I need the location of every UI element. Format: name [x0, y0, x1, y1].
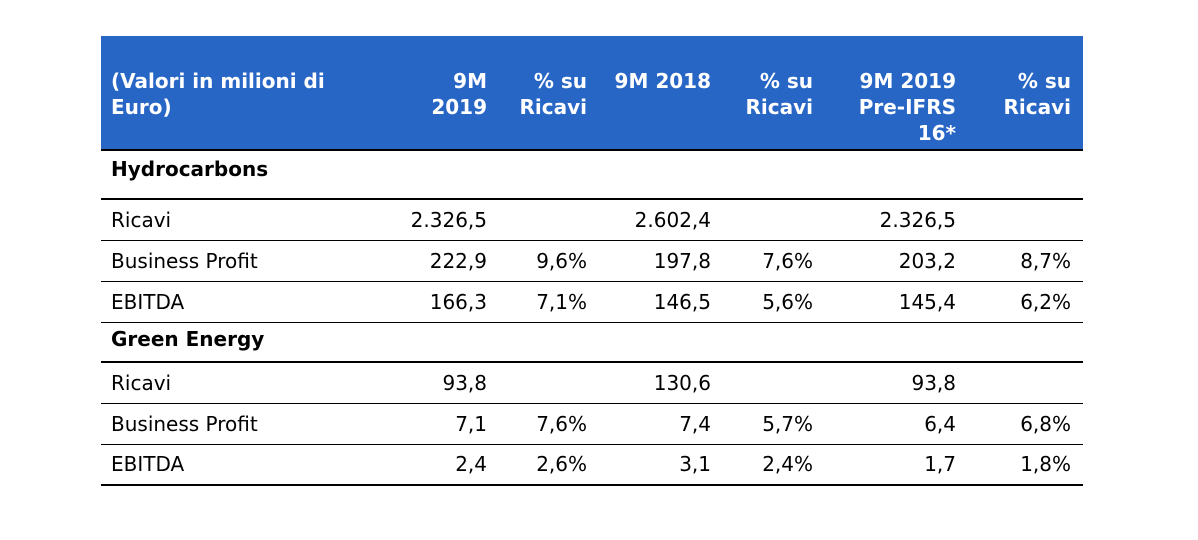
cell: 166,3 [391, 281, 499, 323]
row-label: EBITDA [101, 281, 391, 323]
cell: 93,8 [825, 362, 968, 404]
cell: 222,9 [391, 240, 499, 282]
table-header-row: (Valori in milioni di Euro) 9M 2019 % su… [101, 36, 1083, 151]
section-title: Hydrocarbons [101, 150, 1083, 200]
cell: 3,1 [599, 444, 723, 486]
row-label: Ricavi [101, 362, 391, 404]
table-row: Ricavi 2.326,5 2.602,4 2.326,5 [101, 199, 1083, 241]
cell: 93,8 [391, 362, 499, 404]
cell: 1,7 [825, 444, 968, 486]
cell [499, 199, 599, 241]
cell: 5,7% [723, 403, 825, 445]
table-row: Ricavi 93,8 130,6 93,8 [101, 362, 1083, 404]
header-9m-2019-pre-ifrs: 9M 2019 Pre-IFRS 16* [825, 36, 968, 151]
cell: 7,1% [499, 281, 599, 323]
table-row: Business Profit 7,1 7,6% 7,4 5,7% 6,4 6,… [101, 403, 1083, 445]
cell [723, 362, 825, 404]
cell: 9,6% [499, 240, 599, 282]
cell: 7,4 [599, 403, 723, 445]
section-row-green-energy: Green Energy [101, 322, 1083, 363]
financial-table: (Valori in milioni di Euro) 9M 2019 % su… [101, 36, 1083, 486]
header-9m-2018: 9M 2018 [599, 36, 723, 151]
row-label: EBITDA [101, 444, 391, 486]
cell: 1,8% [968, 444, 1083, 486]
table-row: EBITDA 166,3 7,1% 146,5 5,6% 145,4 6,2% [101, 281, 1083, 323]
cell: 197,8 [599, 240, 723, 282]
cell: 146,5 [599, 281, 723, 323]
cell: 2.326,5 [391, 199, 499, 241]
cell: 6,2% [968, 281, 1083, 323]
cell: 203,2 [825, 240, 968, 282]
header-pct-pre-ifrs: % su Ricavi [968, 36, 1083, 151]
header-9m-2019: 9M 2019 [391, 36, 499, 151]
table-row: Business Profit 222,9 9,6% 197,8 7,6% 20… [101, 240, 1083, 282]
cell: 2.602,4 [599, 199, 723, 241]
row-label: Ricavi [101, 199, 391, 241]
header-pct-2018: % su Ricavi [723, 36, 825, 151]
cell: 2,6% [499, 444, 599, 486]
cell: 2,4 [391, 444, 499, 486]
cell: 8,7% [968, 240, 1083, 282]
cell: 7,6% [499, 403, 599, 445]
cell: 7,6% [723, 240, 825, 282]
cell: 6,4 [825, 403, 968, 445]
cell: 145,4 [825, 281, 968, 323]
cell: 2.326,5 [825, 199, 968, 241]
cell: 5,6% [723, 281, 825, 323]
cell [968, 199, 1083, 241]
row-label: Business Profit [101, 403, 391, 445]
row-label: Business Profit [101, 240, 391, 282]
cell [723, 199, 825, 241]
cell: 2,4% [723, 444, 825, 486]
table-row: EBITDA 2,4 2,6% 3,1 2,4% 1,7 1,8% [101, 444, 1083, 486]
cell [499, 362, 599, 404]
header-pct-2019: % su Ricavi [499, 36, 599, 151]
cell: 6,8% [968, 403, 1083, 445]
section-row-hydrocarbons: Hydrocarbons [101, 150, 1083, 200]
cell: 130,6 [599, 362, 723, 404]
section-title: Green Energy [101, 322, 1083, 363]
cell [968, 362, 1083, 404]
cell: 7,1 [391, 403, 499, 445]
header-label-column: (Valori in milioni di Euro) [101, 36, 391, 151]
